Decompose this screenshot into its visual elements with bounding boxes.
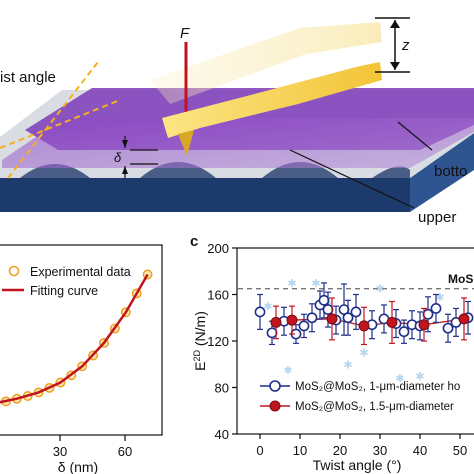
ylabel-sup: 2D xyxy=(192,350,202,362)
panel-c-xtick-label: 10 xyxy=(293,443,307,458)
panel-c-xtick-label: 20 xyxy=(333,443,347,458)
panel-c-xtick-label: 30 xyxy=(373,443,387,458)
reference-label: MoS xyxy=(448,272,473,286)
series-1-point xyxy=(422,308,434,320)
series-1-point xyxy=(398,326,410,338)
series-1-point xyxy=(298,320,310,332)
panel-b-frame xyxy=(0,244,163,436)
series-1-point xyxy=(430,303,442,314)
series-2-point xyxy=(270,316,282,328)
panel-c-xlabel: Twist angle (°) xyxy=(313,457,402,473)
twist-dashed-line-1 xyxy=(7,61,99,179)
upper-label: upper xyxy=(418,209,456,226)
series-2-point xyxy=(458,313,470,325)
twist-dashed-line-2 xyxy=(0,99,121,149)
series-2-point xyxy=(418,319,430,331)
panel-b-xtick-label-60: 60 xyxy=(118,444,132,459)
cantilever-ghost xyxy=(150,22,382,104)
panel-c-ytick-label: 160 xyxy=(207,288,229,303)
background-star: ✱ xyxy=(287,278,296,290)
ylabel-unit: (N/m) xyxy=(192,311,208,350)
panel-c-axes: 40 80 120 160 200 0 10 20 30 40 50 xyxy=(207,241,467,458)
panel-c-ylabel: E2D (N/m) xyxy=(192,311,208,371)
twist-angle-label: ist angle xyxy=(0,69,56,86)
cantilever xyxy=(162,62,382,138)
series-1-point xyxy=(254,306,266,318)
series-2-point xyxy=(286,314,298,326)
bottom-layer xyxy=(2,118,474,168)
z-label: z xyxy=(401,37,410,54)
fitting-curve xyxy=(0,273,149,404)
panel-c-letter: c xyxy=(190,233,198,250)
legend-experimental-marker xyxy=(8,265,20,277)
device-schematic: ist angle F z δ botto upper xyxy=(0,17,474,226)
bottom-label: botto xyxy=(434,163,467,180)
panel-c-xtick-label: 50 xyxy=(453,443,467,458)
panel-b-xlabel: δ (nm) xyxy=(58,459,98,474)
background-star: ✱ xyxy=(263,301,272,313)
background-star: ✱ xyxy=(359,348,368,360)
delta-label: δ xyxy=(114,150,122,165)
panel-c-ytick-label: 80 xyxy=(215,381,229,396)
background-star: ✱ xyxy=(435,292,444,304)
panel-c-xtick-label: 40 xyxy=(413,443,427,458)
series-1-point xyxy=(350,306,362,318)
panel-c-plot: ✱✱✱✱✱✱✱✱✱✱✱ xyxy=(238,278,474,385)
upper-callout-line xyxy=(289,149,415,209)
series-1-point xyxy=(342,312,354,324)
substrate-right-face xyxy=(410,133,474,212)
background-star: ✱ xyxy=(415,371,424,383)
substrate-front-face xyxy=(0,178,410,212)
panel-c-ytick-label: 200 xyxy=(207,241,229,256)
panel-b-plot xyxy=(0,269,153,407)
legend-fitting-label: Fitting curve xyxy=(30,284,98,298)
background-star: ✱ xyxy=(283,365,292,377)
force-label: F xyxy=(180,25,190,42)
series-1-point xyxy=(442,322,454,334)
legend-experimental-label: Experimental data xyxy=(30,265,131,279)
series-1-point xyxy=(318,294,330,306)
series-1-point xyxy=(306,312,318,324)
panel-c-ytick-label: 40 xyxy=(215,427,229,442)
series-2-point xyxy=(326,313,338,325)
series-1-point xyxy=(266,327,278,339)
panel-b-xtick-label-30: 30 xyxy=(53,444,67,459)
background-star: ✱ xyxy=(375,284,384,296)
background-star: ✱ xyxy=(395,373,404,385)
bottom-callout-line xyxy=(397,121,433,151)
legend-1-label: MoS₂@MoS₂, 1-μm-diameter ho xyxy=(295,381,460,393)
cantilever-tip xyxy=(178,130,194,156)
legend-2-label: MoS₂@MoS₂, 1.5-μm-diameter xyxy=(295,401,454,413)
background-star: ✱ xyxy=(311,278,320,290)
legend-1-marker xyxy=(269,380,281,392)
panel-c-legend: MoS₂@MoS₂, 1-μm-diameter ho MoS₂@MoS₂, 1… xyxy=(260,380,460,413)
panel-b: 30 60 δ (nm) Experimental data Fitting c… xyxy=(0,244,163,474)
panel-c-xtick-label: 0 xyxy=(256,443,263,458)
panel-c-ytick-label: 120 xyxy=(207,334,229,349)
series-2-point xyxy=(358,320,370,332)
z-arrowhead-up xyxy=(390,20,400,28)
panel-c: c 40 80 120 160 200 0 10 20 30 40 50 E2D (N/m) Twi… xyxy=(190,233,474,473)
z-arrowhead-down xyxy=(390,62,400,70)
series-1-point xyxy=(322,304,334,316)
ylabel-main: E xyxy=(192,362,208,371)
legend-2-marker xyxy=(269,400,281,412)
background-star: ✱ xyxy=(343,359,352,371)
series-2-point xyxy=(386,316,398,328)
